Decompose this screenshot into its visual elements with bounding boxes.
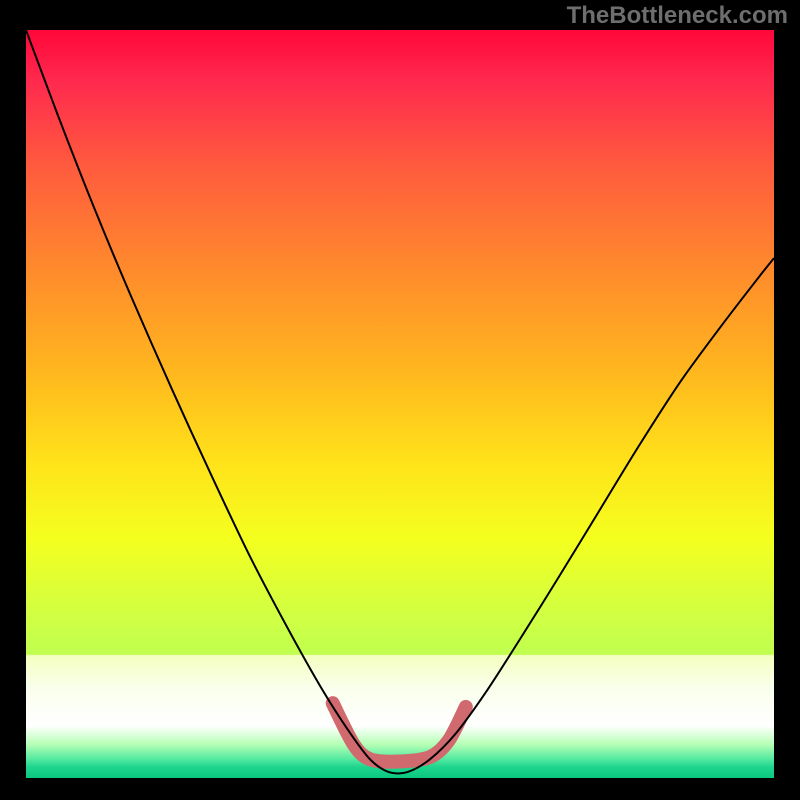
bottleneck-curve-chart [26,30,774,778]
chart-area [26,30,774,778]
watermark-text: TheBottleneck.com [567,2,788,30]
gradient-background [26,30,774,778]
